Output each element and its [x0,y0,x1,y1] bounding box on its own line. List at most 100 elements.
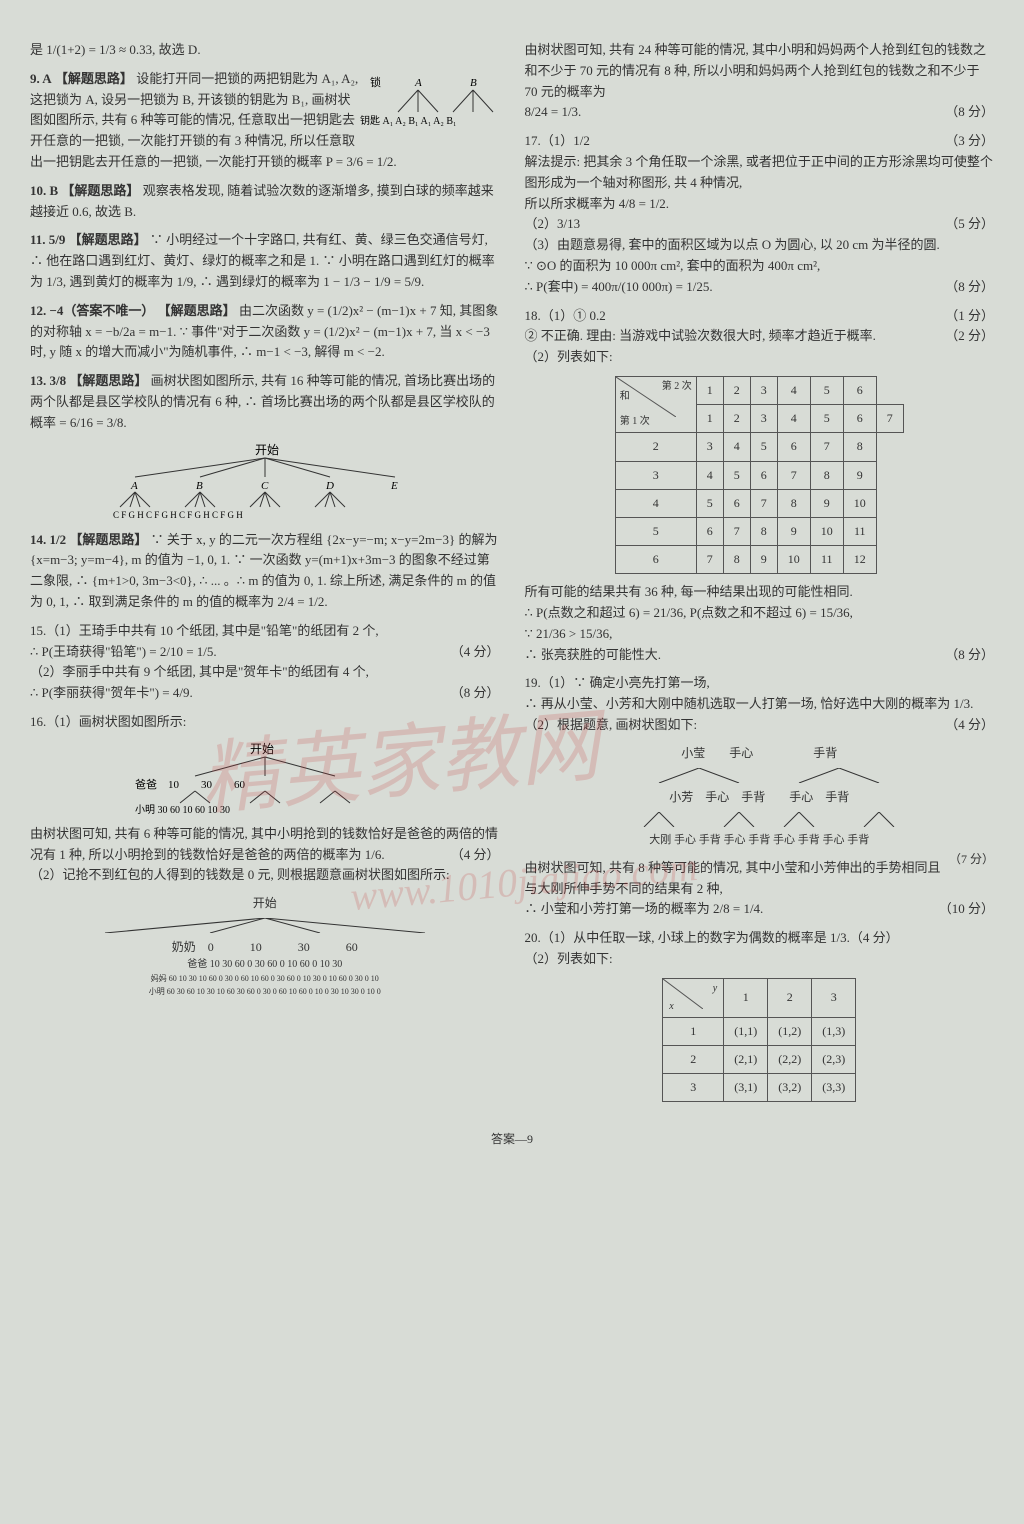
th: 1 [724,978,768,1017]
q17-2s: （5 分） [945,214,994,235]
td: (2,3) [812,1045,856,1073]
q19-l2: 小芳 手心 手背 手心 手背 [525,788,995,807]
corner3: 第 1 次 [620,414,650,430]
td: 4 [696,461,723,489]
right-column: 由树状图可知, 共有 24 种等可能的情况, 其中小明和妈妈两个人抢到红包的钱数… [525,40,995,1110]
q18-1: 18.（1）① 0.2 （1 分） [525,306,995,327]
q19-tree: 小莹 手心 手背 小芳 手心 手背 手心 手背 大刚 手心 手背 手心 手背 手… [525,744,995,850]
td: 11 [843,517,876,545]
q19-text: 由树状图可知, 共有 8 种等可能的情况, 其中小莹和小芳伸出的手势相同且与大刚… [525,858,995,900]
q10-num: 10. B [30,183,58,198]
q18-t3: ∵ 21/36 > 15/36, [525,624,995,645]
td: 12 [843,546,876,574]
q19-1a-text: ∴ 再从小莹、小芳和大刚中随机选取一人打第一场, 恰好选中大刚的概率为 1/3. [525,696,974,711]
q16b-l1: 奶奶 0 10 30 60 [30,938,500,957]
td: 7 [810,433,843,461]
td: 8 [810,461,843,489]
svg-text:B: B [470,77,477,89]
td: 9 [750,546,777,574]
q18-t4-text: ∴ 张亮获胜的可能性大. [525,647,662,662]
q14-label: 【解题思路】 [69,532,147,547]
corner2: 第 2 次 [662,379,692,395]
q14: 14. 1/2 【解题思路】 ∵ 关于 x, y 的二元一次方程组 {2x−y=… [30,530,500,613]
q13: 13. 3/8 【解题思路】 画树状图如图所示, 共有 16 种等可能的情况, … [30,371,500,521]
q18-table: 第 2 次 和 第 1 次 1 2 3 4 5 6 1234567 234567… [615,376,904,574]
td: 7 [777,461,810,489]
q19-1: 19.（1）∵ 确定小亮先打第一场, [525,673,995,694]
td: 8 [750,517,777,545]
svg-text:A: A [130,480,138,492]
q17-3: （3）由题意易得, 套中的面积区域为以点 O 为圆心, 以 20 cm 为半径的… [525,235,995,256]
q18-1s: （1 分） [945,306,994,327]
td: 3 [663,1074,724,1102]
td: 7 [750,489,777,517]
q17-1s: （3 分） [945,131,994,152]
q18-t2: ∴ P(点数之和超过 6) = 21/36, P(点数之和不超过 6) = 15… [525,603,995,624]
q17-3b-text: ∴ P(套中) = 400π/(10 000π) = 1/25. [525,279,713,294]
q16-t1: 由树状图可知, 共有 6 种等可能的情况, 其中小明抢到的钱数恰好是爸爸的两倍的… [30,826,498,862]
q16-s1: （4 分） [451,845,500,866]
td: 7 [723,517,750,545]
td: 5 [723,461,750,489]
q16b-l3: 妈妈 60 10 30 10 60 0 30 0 60 10 60 0 30 6… [30,973,500,986]
q17-1-text: 17.（1）1/2 [525,133,590,148]
q19-1a: ∴ 再从小莹、小芳和大刚中随机选取一人打第一场, 恰好选中大刚的概率为 1/3.… [525,694,995,715]
table-row: 45678910 [615,489,903,517]
q17-hint: 解法提示: 把其余 3 个角任取一个涂黑, 或者把位于正中间的正方形涂黑均可使整… [525,152,995,194]
q13-label: 【解题思路】 [69,373,147,388]
corner1: 和 [620,389,630,405]
td: 7 [876,405,903,433]
q17-2: （2）3/13 （5 分） [525,214,995,235]
td: (3,2) [768,1074,812,1102]
corner-x: x [669,999,673,1015]
svg-text:爸爸 10 30 60: 爸爸 10 30 60 [135,778,245,791]
th: 3 [750,376,777,404]
q16c: 由树状图可知, 共有 24 种等可能的情况, 其中小明和妈妈两个人抢到红包的钱数… [525,40,995,123]
td: 10 [810,517,843,545]
td: 4 [723,433,750,461]
q15-1p: ∴ P(王琦获得"铅笔") = 2/10 = 1/5. （4 分） [30,642,500,663]
q15: 15.（1）王琦手中共有 10 个纸团, 其中是"铅笔"的纸团有 2 个, ∴ … [30,621,500,704]
td: 5 [696,489,723,517]
q15-1: 15.（1）王琦手中共有 10 个纸团, 其中是"铅笔"的纸团有 2 个, [30,621,500,642]
q18-1b: ② 不正确. 理由: 当游戏中试验次数很大时, 频率才趋近于概率. （2 分） [525,326,995,347]
table-row: 3456789 [615,461,903,489]
q20-1: 20.（1）从中任取一球, 小球上的数字为偶数的概率是 1/3.（4 分） [525,928,995,949]
q16-tree: 开始 爸爸 10 30 60 小明 30 60 10 60 10 30 [30,741,500,816]
q19-p: ∴ 小莹和小芳打第一场的概率为 2/8 = 1/4. （10 分） [525,899,995,920]
td: 5 [810,405,843,433]
td: (2,1) [724,1045,768,1073]
q12: 12. −4（答案不唯一） 【解题思路】 由二次函数 y = (1/2)x² −… [30,301,500,363]
q17-3a: ∵ ⊙O 的面积为 10 000π cm², 套中的面积为 400π cm², [525,256,995,277]
q17-3b: ∴ P(套中) = 400π/(10 000π) = 1/25. （8 分） [525,277,995,298]
svg-text:钥匙 A₁ A₂ B₁ A₁ A₂ B₁: 钥匙 A₁ A₂ B₁ A₁ A₂ B₁ [360,114,457,127]
table-row: 2345678 [615,433,903,461]
th: 1 [696,376,723,404]
q20-2: （2）列表如下: [525,949,995,970]
td: 2 [663,1045,724,1073]
q11-num: 11. 5/9 [30,232,65,247]
q11: 11. 5/9 【解题思路】 ∵ 小明经过一个十字路口, 共有红、黄、绿三色交通… [30,230,500,292]
td: 1 [696,405,723,433]
q10: 10. B 【解题思路】 观察表格发现, 随着试验次数的逐渐增多, 摸到白球的频… [30,181,500,223]
q20-table: y x 1 2 3 1(1,1)(1,2)(1,3) 2(2,1)(2,2)(2… [662,978,856,1103]
svg-text:D: D [325,480,334,492]
q16-1: 16.（1）画树状图如图所示: [30,712,500,733]
q11-label: 【解题思路】 [69,232,147,247]
td: 10 [843,489,876,517]
q9-tree-svg: 锁 A B 钥匙 A₁ A₂ B₁ A₁ A₂ B₁ [360,74,500,129]
q19-l1: 小莹 手心 手背 [525,744,995,763]
th: 2 [768,978,812,1017]
q18-1b-text: ② 不正确. 理由: 当游戏中试验次数很大时, 频率才趋近于概率. [525,328,876,343]
q17-3s: （8 分） [945,277,994,298]
q15-2p: ∴ P(李丽获得"贺年卡") = 4/9. （8 分） [30,683,500,704]
th: 5 [810,376,843,404]
q19-l3: 大刚 手心 手背 手心 手背 手心 手背 手心 手背 [525,832,995,850]
q16c-s: （8 分） [945,102,994,123]
q15-2p-text: ∴ P(李丽获得"贺年卡") = 4/9. [30,685,193,700]
q10-label: 【解题思路】 [61,183,139,198]
td: 3 [750,405,777,433]
td: 8 [843,433,876,461]
svg-text:A: A [414,77,422,89]
q18-1bs: （2 分） [945,326,994,347]
